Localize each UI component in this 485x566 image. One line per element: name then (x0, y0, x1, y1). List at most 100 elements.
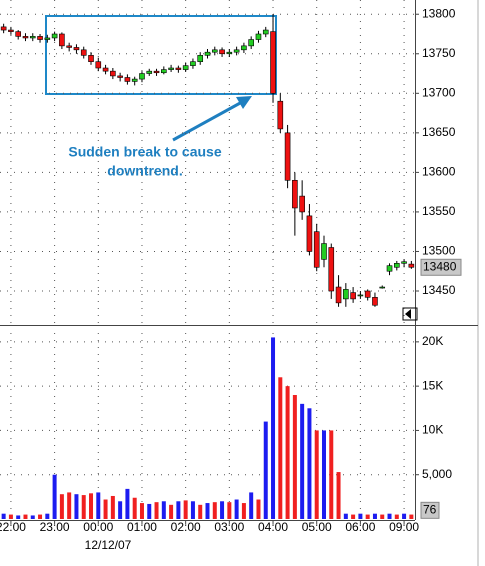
volume-bar (74, 494, 79, 519)
candle-body (146, 70, 153, 74)
volume-bar (336, 472, 341, 519)
candle-body (66, 45, 72, 48)
volume-bar (300, 403, 305, 519)
volume-bar (16, 515, 21, 519)
highlight-box (45, 15, 277, 95)
x-tick-label: 22:00 (0, 520, 26, 534)
volume-bar (387, 513, 392, 519)
candle-body (182, 65, 189, 70)
candle-body (401, 261, 407, 264)
x-tick-label: 06:00 (345, 520, 375, 534)
candle-body (110, 70, 116, 77)
volume-bar (372, 513, 377, 519)
volume-bar (110, 495, 115, 519)
volume-bar (125, 488, 130, 519)
volume-bar (183, 500, 188, 519)
candle-body (328, 247, 335, 292)
candle-body (284, 132, 291, 181)
y-tick-label: 5,000 (422, 467, 452, 481)
candle-body (15, 31, 22, 37)
volume-bar (38, 514, 43, 519)
candle-body (233, 49, 240, 53)
volume-bar (198, 504, 203, 519)
candle-body (277, 100, 284, 130)
volume-bar (249, 492, 254, 519)
candle-body (364, 290, 371, 298)
x-tick-label: 01:00 (127, 520, 157, 534)
volume-bar (176, 501, 181, 519)
y-tick-label: 13550 (422, 204, 456, 218)
x-tick-label: 03:00 (214, 520, 244, 534)
candle-body (292, 179, 298, 209)
y-tick-label: 13600 (422, 165, 456, 179)
candle-body (59, 33, 65, 47)
volume-bar (190, 501, 195, 519)
x-tick-label: 09:00 (389, 520, 419, 534)
candle-body (248, 39, 254, 47)
candle-body (197, 55, 204, 62)
candle-body (321, 243, 327, 260)
volume-bar (278, 377, 283, 519)
volume-bar (256, 499, 261, 519)
candle-body (306, 215, 313, 252)
volume-bar (380, 514, 385, 519)
candle-body (219, 49, 225, 55)
y-tick-label: 20K (422, 334, 443, 348)
annotation-line: downtrend. (107, 163, 182, 179)
candle-body (44, 37, 51, 40)
volume-bar (23, 514, 28, 519)
candle-body (131, 78, 138, 82)
volume-bar (307, 408, 312, 519)
candle-body (190, 61, 196, 66)
candle-body (393, 263, 400, 268)
volume-bar (81, 495, 86, 519)
volume-bar (343, 513, 348, 519)
candle-body (37, 36, 43, 40)
candle-body (241, 45, 247, 51)
date-label: 12/12/07 (85, 538, 132, 552)
candle-body (335, 286, 342, 304)
candle-body (117, 75, 123, 78)
scroll-icon (402, 307, 418, 321)
volume-bar (394, 514, 399, 519)
candle-body (204, 51, 211, 56)
y-tick-label: 15K (422, 378, 443, 392)
candle-body (139, 73, 145, 80)
last-price-label: 13480 (423, 259, 457, 273)
volume-bar (234, 499, 239, 519)
volume-bar (59, 494, 64, 519)
volume-bar (147, 503, 152, 519)
candle-body (124, 77, 131, 82)
volume-bar (365, 514, 370, 519)
candle-body (153, 70, 160, 74)
volume-bar (169, 504, 174, 519)
volume-bar (139, 503, 144, 519)
candle-body (95, 61, 102, 69)
candle-body (161, 69, 167, 74)
volume-bar (161, 501, 166, 519)
volume-bar (292, 395, 297, 519)
annotation-line: Sudden break to cause (68, 144, 221, 160)
candle-body (168, 67, 174, 70)
candle-body (386, 265, 393, 272)
volume-bar (52, 474, 57, 519)
volume-bar (402, 513, 407, 519)
y-tick-label: 13700 (422, 85, 456, 99)
volume-bar (96, 492, 101, 519)
volume-bar (321, 430, 326, 519)
last-price-box (420, 258, 462, 276)
y-tick-label: 13650 (422, 125, 456, 139)
x-tick-label: 02:00 (171, 520, 201, 534)
candle-body (80, 49, 87, 56)
candle-body (350, 292, 356, 300)
volume-bar (241, 503, 246, 519)
candle-body (102, 67, 109, 72)
volume-bar (118, 501, 123, 519)
volume-bar (89, 493, 94, 519)
volume-bar (67, 492, 72, 519)
candle-body (299, 195, 305, 213)
candle-body (262, 29, 269, 35)
volume-bar (212, 502, 217, 519)
volume-bar (271, 337, 276, 519)
candle-body (0, 26, 7, 31)
